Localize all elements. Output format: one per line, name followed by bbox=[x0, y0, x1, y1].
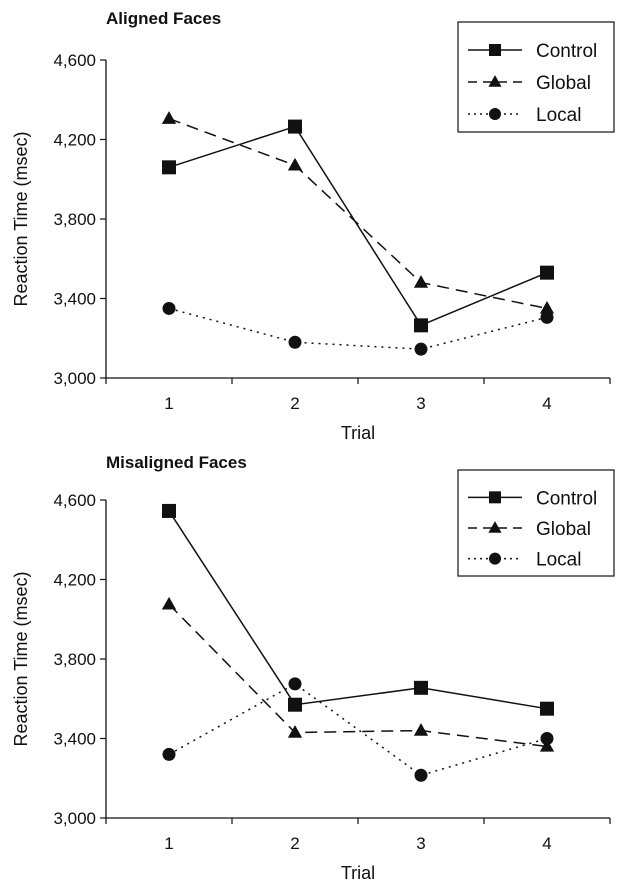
legend-marker-global bbox=[488, 75, 502, 87]
legend: Control Global Local bbox=[457, 469, 615, 577]
data-point-local bbox=[540, 310, 554, 324]
y-tick-label: 4,600 bbox=[53, 491, 96, 510]
chart-aligned-faces: Aligned Faces 3,000 3,400 3,800 4,200 4,600 1 2… bbox=[11, 9, 615, 443]
series-line-global bbox=[168, 117, 548, 310]
y-tick-label: 3,400 bbox=[53, 730, 96, 749]
chart-title: Misaligned Faces bbox=[106, 453, 247, 472]
legend-box bbox=[457, 469, 615, 577]
series-line-control bbox=[168, 510, 548, 710]
series-line-local bbox=[168, 307, 548, 350]
data-point-local bbox=[414, 342, 428, 356]
data-point-global bbox=[287, 157, 303, 171]
legend-label-local: Local bbox=[536, 550, 581, 571]
data-point-local bbox=[288, 677, 302, 691]
y-tick-label: 4,200 bbox=[53, 571, 96, 590]
data-point-control bbox=[540, 701, 554, 716]
data-point-global bbox=[539, 738, 555, 752]
data-point-local bbox=[288, 335, 302, 349]
data-point-local bbox=[162, 747, 176, 761]
legend-label-control: Control bbox=[536, 488, 597, 509]
data-point-control bbox=[162, 503, 176, 518]
legend: Control Global Local bbox=[457, 21, 615, 133]
x-tick-label: 4 bbox=[542, 394, 551, 413]
data-point-global bbox=[161, 111, 177, 124]
chart-title: Aligned Faces bbox=[106, 9, 221, 28]
data-point-local bbox=[540, 732, 554, 745]
legend-marker-control bbox=[489, 44, 501, 56]
x-tick-label: 2 bbox=[290, 834, 299, 853]
y-tick-label: 3,000 bbox=[53, 369, 96, 388]
legend-label-global: Global bbox=[536, 73, 591, 94]
data-point-local bbox=[414, 768, 428, 782]
x-tick-label: 1 bbox=[164, 834, 173, 853]
legend-marker-local bbox=[489, 552, 501, 565]
y-tick-label: 4,200 bbox=[53, 131, 96, 150]
y-axis-label: Reaction Time (msec) bbox=[11, 131, 31, 306]
series-line-global bbox=[168, 603, 548, 748]
data-point-global bbox=[287, 725, 303, 738]
y-tick-label: 3,000 bbox=[53, 809, 96, 828]
data-point-global bbox=[413, 275, 429, 288]
data-point-control bbox=[162, 160, 176, 175]
data-point-global bbox=[539, 300, 555, 314]
chart-misaligned-faces: Misaligned Faces 3,000 3,400 3,800 4,200 4,60… bbox=[11, 453, 615, 881]
series-line-local bbox=[168, 682, 548, 777]
legend-label-control: Control bbox=[536, 41, 597, 62]
legend-box bbox=[457, 21, 615, 133]
data-point-local bbox=[162, 301, 176, 315]
x-tick-label: 2 bbox=[290, 394, 299, 413]
data-point-global bbox=[413, 723, 429, 736]
legend-marker-local bbox=[489, 108, 501, 120]
data-point-control bbox=[288, 119, 302, 134]
data-point-control bbox=[540, 265, 554, 280]
legend-label-global: Global bbox=[536, 519, 591, 540]
x-tick-label: 3 bbox=[416, 394, 425, 413]
data-point-control bbox=[288, 697, 302, 712]
y-tick-label: 4,600 bbox=[53, 51, 96, 70]
x-axis-label: Trial bbox=[341, 423, 375, 443]
legend-marker-global bbox=[488, 521, 502, 533]
legend-marker-control bbox=[489, 491, 501, 504]
x-axis-label: Trial bbox=[341, 863, 375, 881]
series-line-control bbox=[168, 125, 548, 327]
legend-label-local: Local bbox=[536, 105, 581, 126]
x-tick-label: 3 bbox=[416, 834, 425, 853]
y-tick-label: 3,800 bbox=[53, 650, 96, 669]
data-point-control bbox=[414, 680, 428, 695]
y-axis-label: Reaction Time (msec) bbox=[11, 571, 31, 746]
x-tick-label: 4 bbox=[542, 834, 551, 853]
data-point-global bbox=[161, 596, 177, 610]
x-tick-label: 1 bbox=[164, 394, 173, 413]
data-point-control bbox=[414, 318, 428, 333]
y-tick-label: 3,800 bbox=[53, 210, 96, 229]
y-tick-label: 3,400 bbox=[53, 290, 96, 309]
